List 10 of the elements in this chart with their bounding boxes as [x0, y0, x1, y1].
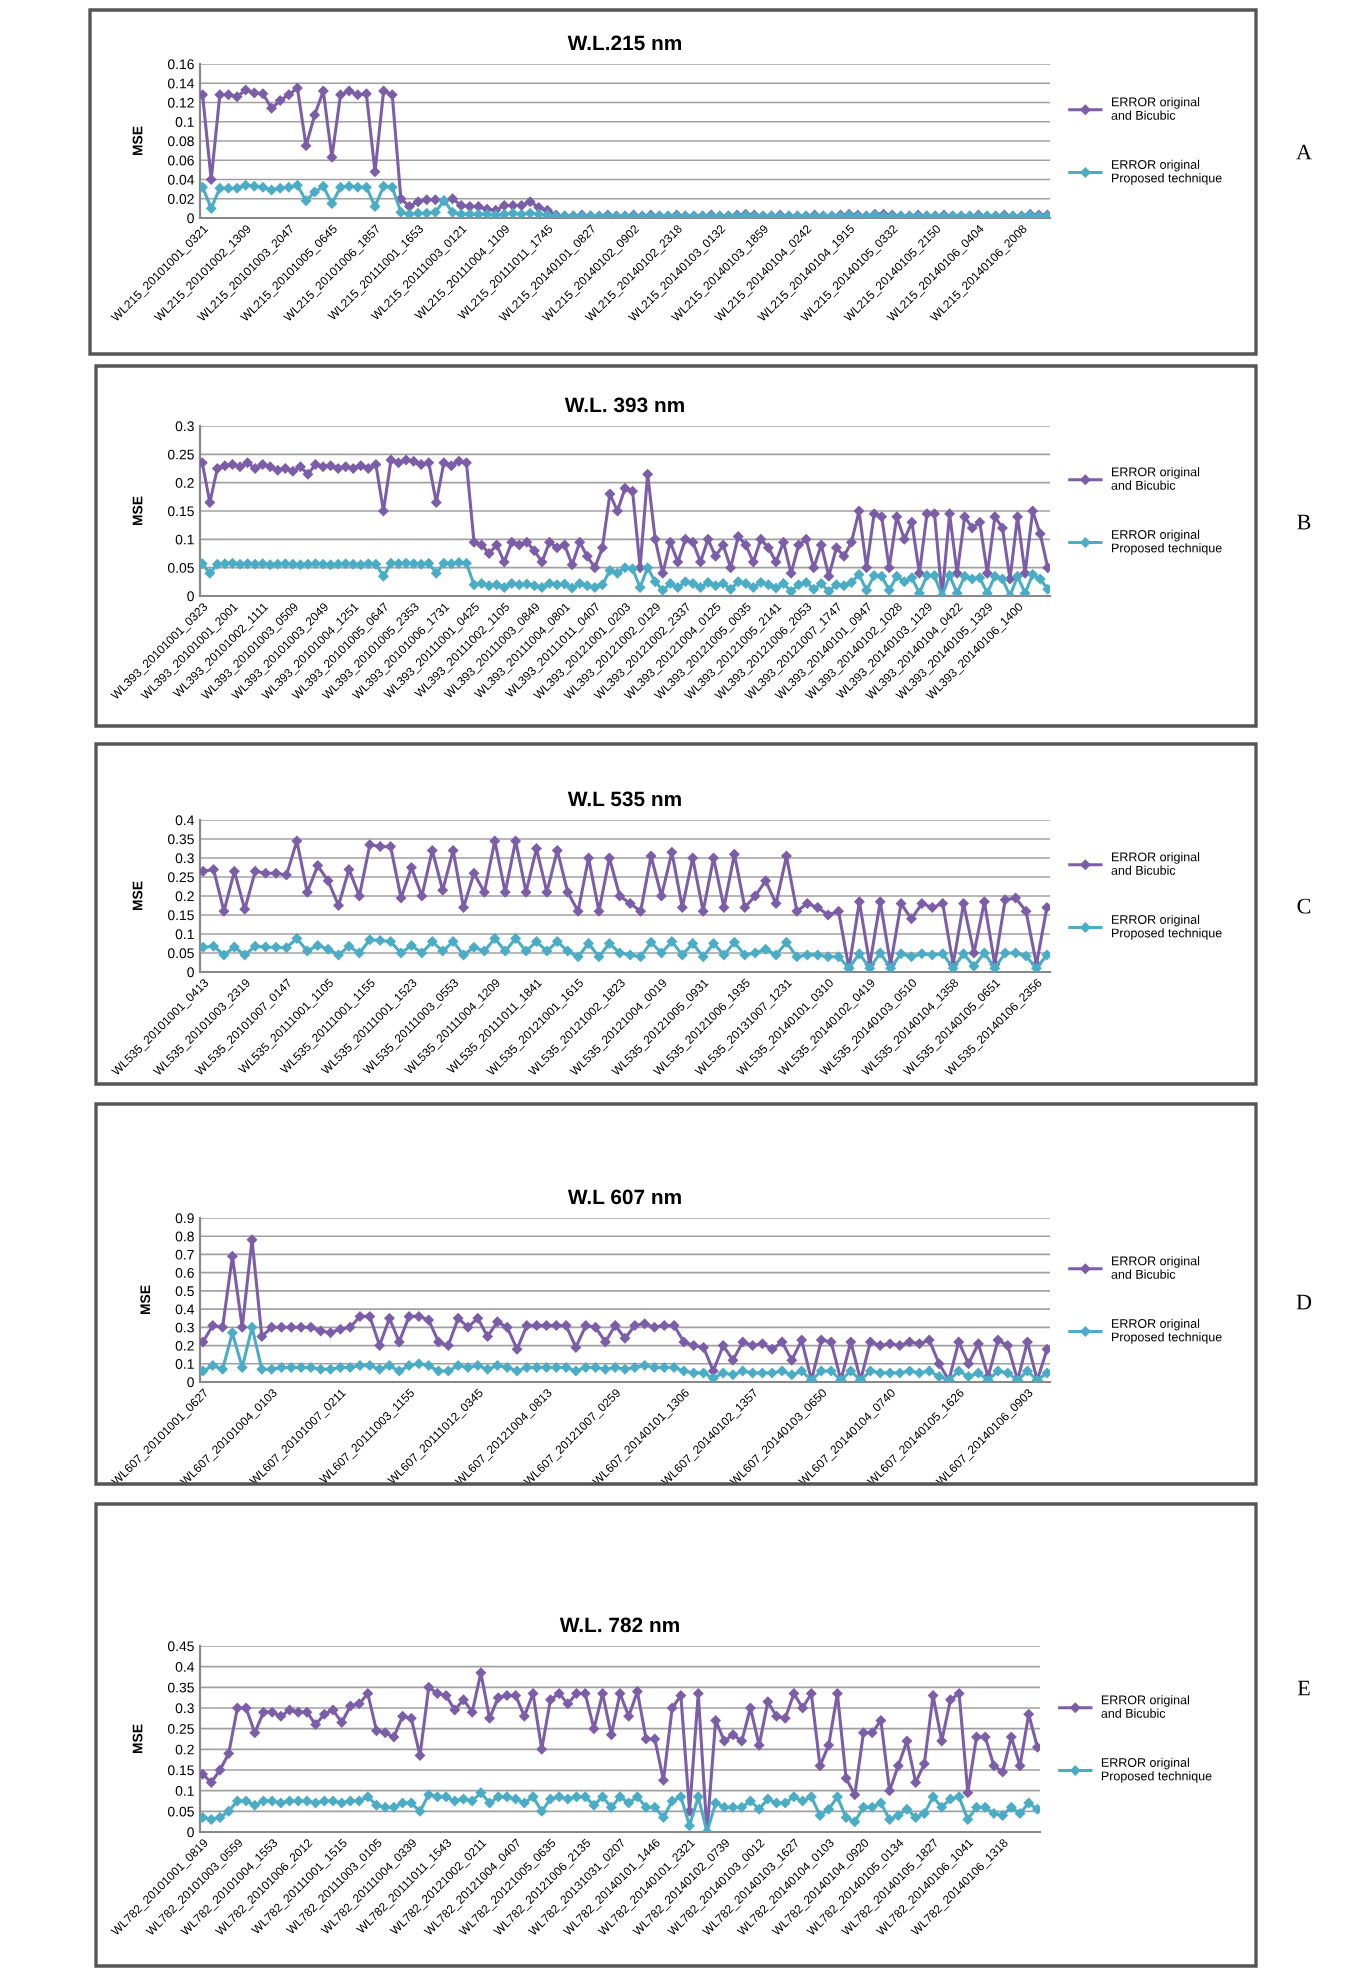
- chart-title: W.L 535 nm: [567, 791, 681, 807]
- text: A: [1296, 144, 1312, 160]
- chart-title: W.L 607 nm: [567, 1189, 681, 1205]
- text: C: [1297, 898, 1311, 914]
- chart-title: W.L.215 nm: [567, 35, 682, 51]
- chart-title: W.L. 782 nm: [559, 1617, 679, 1633]
- text: B: [1297, 514, 1311, 530]
- text: D: [1296, 1294, 1312, 1310]
- text: E: [1297, 1680, 1310, 1696]
- chart-title: W.L. 393 nm: [564, 397, 684, 413]
